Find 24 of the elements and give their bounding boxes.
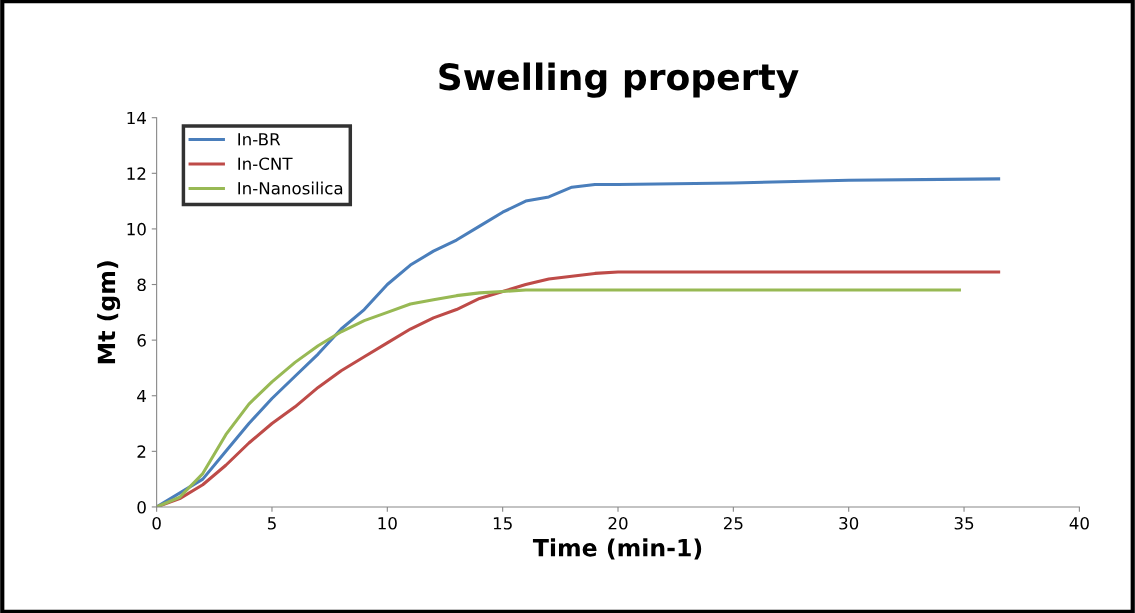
y-tick-label: 10 [127, 222, 146, 236]
x-axis-title: Time (min-1) [532, 538, 702, 560]
y-tick-label: 12 [127, 167, 146, 180]
x-tick-label: 20 [608, 516, 628, 530]
x-tick-label: 30 [839, 516, 859, 530]
chart-title: Swelling property [439, 62, 799, 98]
y-tick-label: 8 [137, 278, 146, 292]
y-tick-label: 14 [127, 111, 146, 125]
x-tick-label: 25 [723, 516, 743, 530]
x-tick-label: 5 [267, 517, 276, 530]
y-tick-label: 6 [137, 334, 146, 347]
x-tick-label: 0 [152, 516, 161, 530]
legend-label: In-CNT [238, 157, 293, 171]
y-axis-title: Mt (gm) [97, 261, 121, 364]
legend-label: In-Nanosilica [238, 181, 343, 195]
x-tick-label: 10 [378, 516, 397, 530]
y-tick-label: 2 [137, 445, 146, 458]
x-tick-label: 35 [954, 516, 974, 530]
y-tick-label: 0 [137, 500, 146, 514]
y-tick-label: 4 [137, 389, 146, 403]
line-series [156, 177, 1001, 507]
legend-label: In-BR [238, 133, 281, 146]
x-tick-label: 15 [493, 517, 512, 530]
x-tick-label: 40 [1069, 516, 1089, 530]
